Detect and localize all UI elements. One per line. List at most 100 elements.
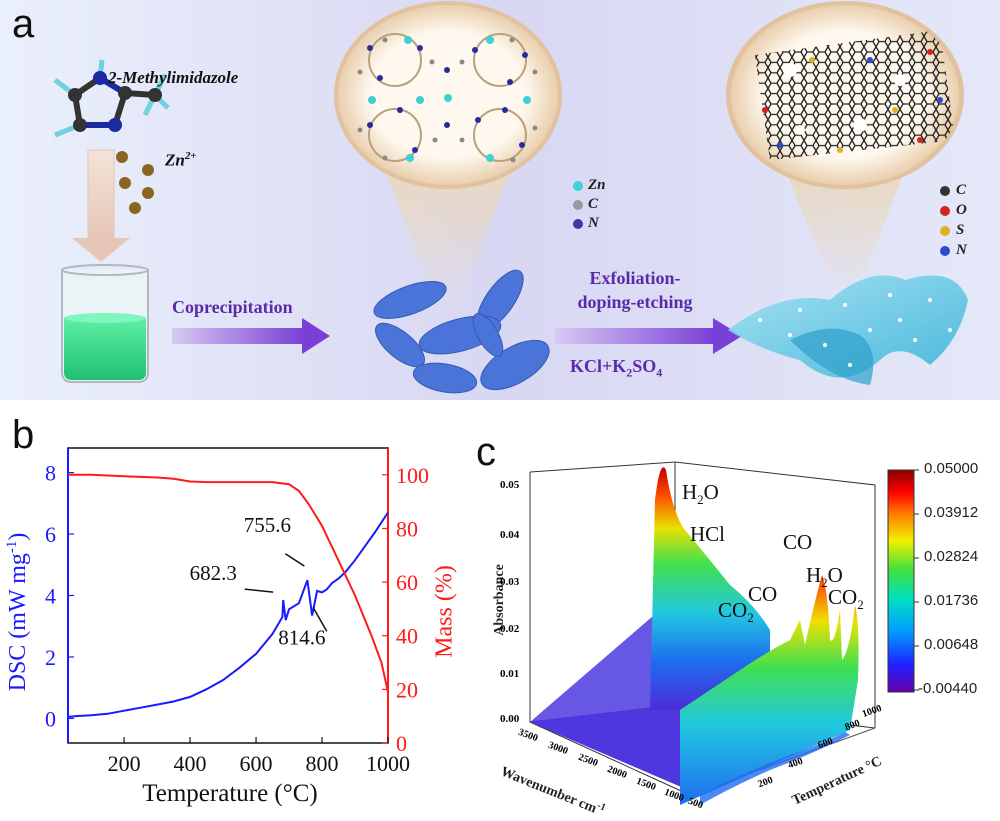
colorbar-tick-0: 0.05000	[924, 460, 979, 477]
molecule-2-methylimidazole	[53, 59, 170, 138]
surface-peak-h2o-hcl	[650, 467, 770, 710]
peak-co2-2-sub: 2	[857, 597, 864, 613]
right-tick-label: 60	[396, 570, 418, 595]
left-tick-label: 0	[45, 706, 56, 731]
peak-h2o-2-text: H	[806, 563, 822, 587]
absorbance-axis-label: Absorbance	[492, 564, 507, 636]
dsc-annotation-label: 755.6	[244, 513, 291, 537]
dsc-annotation-label: 682.3	[190, 561, 237, 585]
exfoliation-label: Exfoliation- doping-etching	[565, 266, 705, 314]
x-tick-label: 200	[108, 751, 141, 776]
left-tick-label: 4	[45, 584, 56, 609]
x-tick-label: 600	[240, 751, 273, 776]
zif-legend-zn: Zn	[588, 177, 606, 193]
carbon-legend-dots	[940, 186, 950, 256]
salt-label-sub1: 2	[626, 365, 633, 380]
dsc-annotation-arrow	[284, 553, 305, 567]
peak-label-co2-1: CO2	[718, 598, 754, 626]
peak-h2o-1-text: H	[682, 480, 698, 504]
panel-a-letter: a	[12, 2, 35, 46]
dsc-axis-label-close: )	[5, 532, 31, 541]
absorbance-tick-0: 0.00	[500, 713, 520, 725]
panel-b-letter: b	[12, 413, 35, 457]
colorbar-tick-1: 0.03912	[924, 504, 979, 521]
dsc-axis-label-sup: -1	[4, 540, 20, 554]
peak-co2-1-text: CO	[718, 598, 748, 622]
carbon-legend-s: S	[956, 222, 965, 238]
left-tick-label: 8	[45, 461, 56, 486]
zif-legend-dots	[573, 181, 583, 229]
peak-h2o-1-sub: 2	[697, 492, 704, 508]
x-tick-label: 1000	[366, 751, 410, 776]
absorbance-tick-2: 0.02	[500, 623, 520, 635]
dsc-axis-label-text: DSC (mW mg	[5, 553, 31, 692]
right-tick-label: 20	[396, 677, 418, 702]
absorbance-tick-1: 0.01	[500, 668, 520, 680]
surface-front-edge	[700, 732, 850, 805]
exfoliation-label-line2: doping-etching	[577, 292, 693, 312]
carbon-nanosheet-icon	[728, 275, 968, 385]
exfoliation-label-line1: Exfoliation-	[589, 268, 681, 288]
peak-label-h2o-1: H2O	[682, 480, 719, 508]
peak-label-hcl: HCl	[690, 522, 726, 546]
x-tick-label: 400	[174, 751, 207, 776]
right-tick-label: 0	[396, 731, 407, 756]
carbon-legend-c: C	[956, 182, 967, 198]
panel-a: a 2-Methylimidazole Zn2+ Coprecipitation…	[0, 0, 1000, 400]
temperature-axis-label: Temperature (°C)	[142, 780, 318, 807]
dsc-annotation-label: 814.6	[278, 625, 325, 649]
peak-label-h2o-2: H2O	[806, 563, 843, 591]
panel-c-3d-ftir-plot	[529, 461, 919, 805]
peak-co2-1-sub: 2	[747, 610, 754, 626]
zn-ions-icon	[116, 151, 154, 214]
right-tick-label: 100	[396, 463, 429, 488]
peak-co2-2-text: CO	[828, 585, 858, 609]
salt-label-part2: SO	[632, 356, 657, 376]
peak-label-co-1: CO	[748, 582, 778, 606]
coprecipitation-label: Coprecipitation	[172, 297, 293, 317]
zn-ion-text: Zn	[165, 150, 185, 170]
zif-legend-c: C	[588, 196, 599, 212]
peak-label-co-2: CO	[783, 530, 813, 554]
salt-label: KCl+K2SO4	[570, 356, 662, 381]
plot-frame	[67, 447, 389, 744]
zif-particles-icon	[373, 269, 550, 394]
beaker-icon	[61, 264, 149, 383]
colorbar-tick-4: 0.00648	[924, 636, 979, 653]
salt-label-sub2: 4	[656, 365, 663, 380]
dsc-annotation-arrow	[244, 588, 274, 593]
dsc-axis-label: DSC (mW mg-1)	[4, 522, 32, 702]
absorbance-tick-4: 0.04	[500, 529, 520, 541]
left-tick-label: 2	[45, 645, 56, 670]
peak-h2o-2-sub: 2	[821, 575, 828, 591]
coprecipitation-arrow-icon	[172, 318, 330, 354]
colorbar-tick-5: -0.00440	[918, 680, 978, 697]
panel-a-figure	[0, 0, 1000, 400]
exfoliation-arrow-icon	[555, 318, 742, 354]
dsc-series-line	[67, 511, 389, 718]
absorbance-tick-5: 0.05	[500, 479, 520, 491]
colorbar-ticks	[914, 469, 919, 691]
x-tick-label: 800	[306, 751, 339, 776]
molecule-label: 2-Methylimidazole	[108, 68, 239, 87]
absorbance-tick-3: 0.03	[500, 576, 520, 588]
down-arrow-icon	[72, 149, 130, 262]
surface-mid-region	[680, 575, 859, 805]
mass-series-line	[68, 473, 389, 693]
left-tick-label: 6	[45, 522, 56, 547]
dsc-annotation-arrow	[312, 606, 328, 632]
peak-h2o-2-end: O	[827, 563, 843, 587]
zif-legend-n: N	[588, 215, 599, 231]
right-tick-label: 40	[396, 624, 418, 649]
peak-h2o-1-end: O	[703, 480, 719, 504]
graphene-sheet-pattern	[755, 30, 955, 160]
colorbar-tick-2: 0.02824	[924, 548, 979, 565]
salt-label-part1: KCl+K	[570, 356, 627, 376]
zn-ion-label: Zn2+	[165, 150, 197, 171]
panel-c-letter: c	[476, 430, 496, 474]
zif-lattice-pattern	[357, 33, 538, 163]
right-tick-label: 80	[396, 516, 418, 541]
peak-label-co2-2: CO2	[828, 585, 864, 613]
carbon-legend-n: N	[956, 242, 967, 258]
